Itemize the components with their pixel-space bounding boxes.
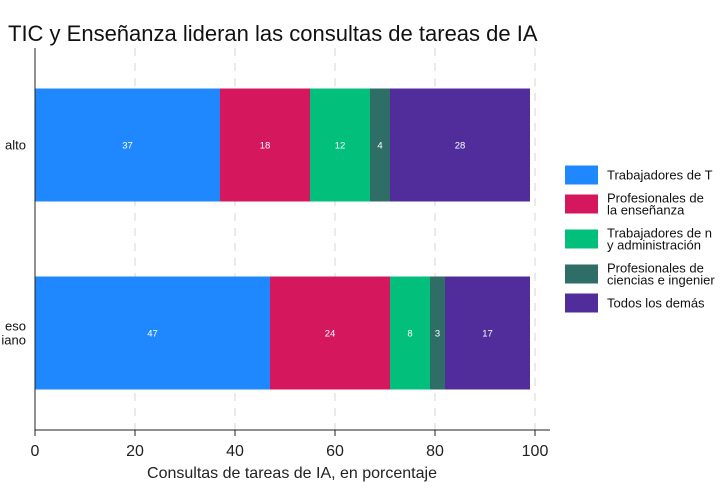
x-tick-label-5: 100 xyxy=(522,443,549,460)
data-label-1-2: 8 xyxy=(407,329,412,340)
axes: 0 20 40 60 80 100 xyxy=(31,48,550,460)
category-label-0-0: alto xyxy=(5,138,26,153)
legend-swatch-4 xyxy=(565,293,598,313)
legend-label-1-1: la enseñanza xyxy=(607,203,685,218)
x-tick-label-0: 0 xyxy=(31,443,40,460)
bars: 37 18 12 4 28 47 24 8 3 17 xyxy=(35,88,530,390)
data-label-1-1: 24 xyxy=(325,329,336,340)
legend-label-3-0: Profesionales de xyxy=(607,261,704,276)
bar-segment-0-2 xyxy=(310,88,370,202)
legend-label-1-0: Profesionales de xyxy=(607,191,704,206)
legend-swatch-3 xyxy=(565,264,598,284)
legend-label-4-0: Todos los demás xyxy=(607,296,705,311)
x-tick-label-3: 60 xyxy=(326,443,344,460)
bar-segment-1-0 xyxy=(35,276,270,390)
category-label-1-1: iano xyxy=(1,333,26,348)
data-label-0-0: 37 xyxy=(122,141,133,152)
data-label-0-3: 4 xyxy=(377,141,382,152)
bar-segment-0-3 xyxy=(370,88,390,202)
x-axis-label: Consultas de tareas de IA, en porcentaje xyxy=(147,465,437,482)
bar-segment-0-4 xyxy=(390,88,530,202)
bar-segment-1-3 xyxy=(430,276,445,390)
data-label-1-0: 47 xyxy=(147,329,158,340)
category-label-1-0: eso xyxy=(5,319,26,334)
legend-label-2-1: y administración xyxy=(607,238,701,253)
x-tick-label-1: 20 xyxy=(126,443,144,460)
data-label-0-2: 12 xyxy=(335,141,346,152)
data-label-0-1: 18 xyxy=(260,141,271,152)
legend-swatch-1 xyxy=(565,194,598,214)
legend-swatch-2 xyxy=(565,229,598,249)
legend-label-0-0: Trabajadores de T xyxy=(607,168,713,183)
chart-title: TIC y Enseñanza lideran las consultas de… xyxy=(8,21,538,46)
legend-swatch-0 xyxy=(565,165,598,185)
data-label-1-4: 17 xyxy=(482,329,493,340)
x-tick-label-4: 80 xyxy=(426,443,444,460)
data-label-1-3: 3 xyxy=(435,329,440,340)
data-label-0-4: 28 xyxy=(455,141,466,152)
legend-label-2-0: Trabajadores de n xyxy=(607,226,712,241)
bar-segment-1-1 xyxy=(270,276,390,390)
legend-label-3-1: ciencias e ingenier xyxy=(607,273,715,288)
bar-segment-0-0 xyxy=(35,88,220,202)
x-tick-label-2: 40 xyxy=(226,443,244,460)
bar-segment-1-4 xyxy=(445,276,530,390)
bar-segment-0-1 xyxy=(220,88,310,202)
bar-segment-1-2 xyxy=(390,276,430,390)
